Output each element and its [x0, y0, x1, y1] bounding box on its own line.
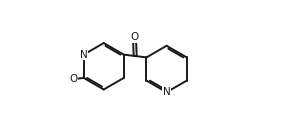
- Text: N: N: [80, 50, 87, 60]
- Text: O: O: [69, 74, 78, 84]
- Text: O: O: [130, 32, 139, 42]
- Text: N: N: [163, 87, 170, 97]
